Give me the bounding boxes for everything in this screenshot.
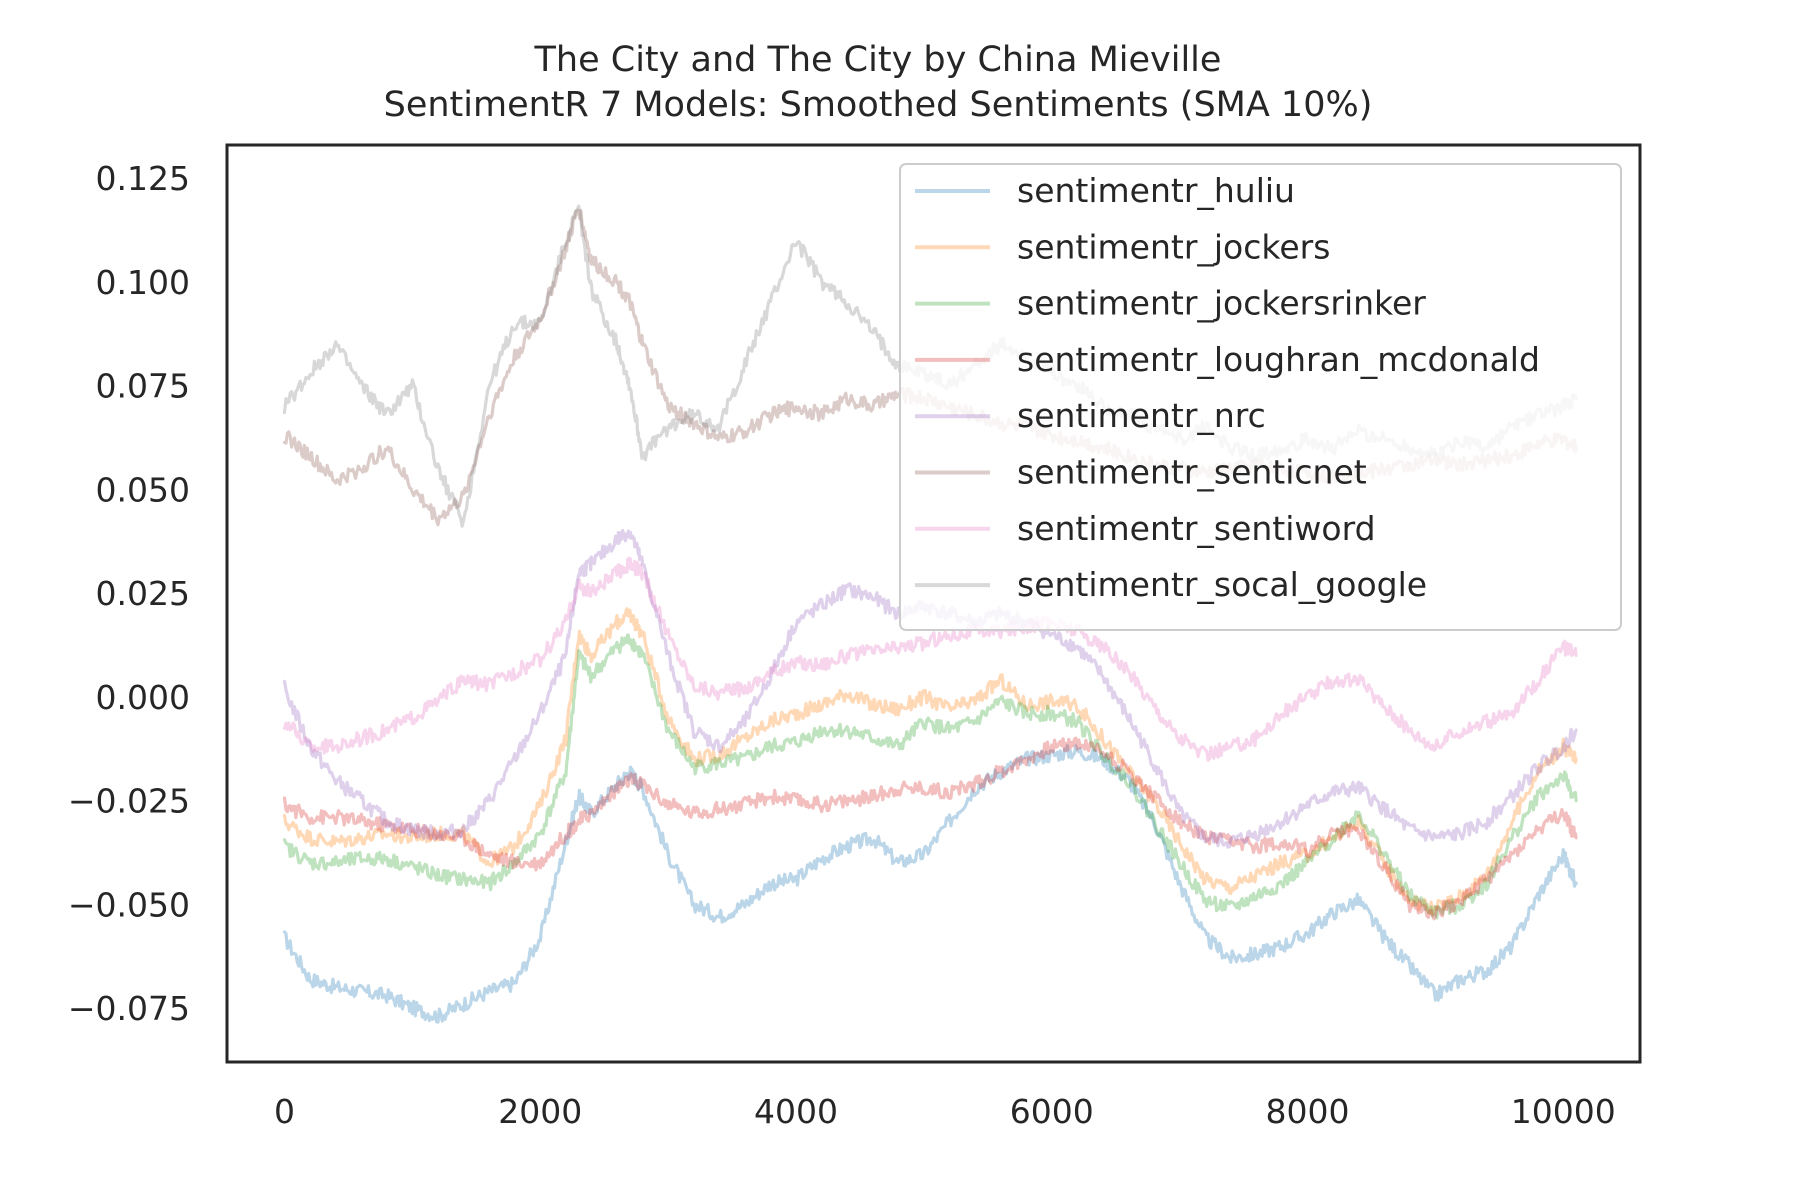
legend-label: sentimentr_jockersrinker	[1017, 284, 1426, 323]
legend-label: sentimentr_sentiword	[1017, 509, 1376, 548]
plot-frame	[225, 143, 1642, 1064]
series-line-sentimentr_huliu	[282, 744, 1578, 1024]
chart-subtitle: SentimentR 7 Models: Smoothed Sentiments…	[384, 85, 1373, 125]
y-tick-label: −0.050	[68, 885, 190, 924]
x-tick-label: 8000	[1266, 1092, 1350, 1131]
legend-label: sentimentr_jockers	[1017, 227, 1330, 266]
series-line-sentimentr_jockersrinker	[282, 633, 1578, 920]
y-tick-label: 0.125	[96, 159, 190, 198]
y-tick-label: −0.075	[68, 989, 190, 1028]
legend-label: sentimentr_loughran_mcdonald	[1017, 340, 1540, 379]
x-tick-label: 2000	[498, 1092, 582, 1131]
y-tick-label: −0.025	[68, 782, 190, 821]
y-axis: −0.075 −0.050 −0.025 0.000 0.025 0.050 0.075 0.…	[68, 159, 190, 1028]
y-tick-label: 0.100	[96, 263, 190, 302]
series-line-sentimentr_sentiword	[282, 556, 1578, 762]
x-axis: 0 2000 4000 6000 8000 10000	[274, 1092, 1616, 1131]
legend-box	[899, 163, 1622, 631]
x-tick-label: 0	[274, 1092, 295, 1131]
x-tick-label: 6000	[1010, 1092, 1094, 1131]
series-line-sentimentr_loughran_mcdonald	[282, 736, 1578, 921]
y-tick-label: 0.050	[96, 470, 190, 509]
series-line-sentimentr_jockers	[282, 607, 1578, 916]
legend-label: sentimentr_nrc	[1017, 396, 1266, 435]
y-tick-label: 0.000	[96, 678, 190, 717]
y-tick-label: 0.075	[96, 367, 190, 406]
x-tick-label: 10000	[1511, 1092, 1616, 1131]
legend-label: sentimentr_senticnet	[1017, 453, 1367, 492]
chart-title: The City and The City by China Mieville	[534, 40, 1222, 80]
legend: sentimentr_huliu sentimentr_jockerssentim…	[899, 163, 1622, 631]
y-tick-label: 0.025	[96, 574, 190, 613]
x-tick-label: 4000	[754, 1092, 838, 1131]
legend-label: sentimentr_huliu	[1017, 171, 1295, 210]
legend-label: sentimentr_socal_google	[1017, 565, 1427, 604]
